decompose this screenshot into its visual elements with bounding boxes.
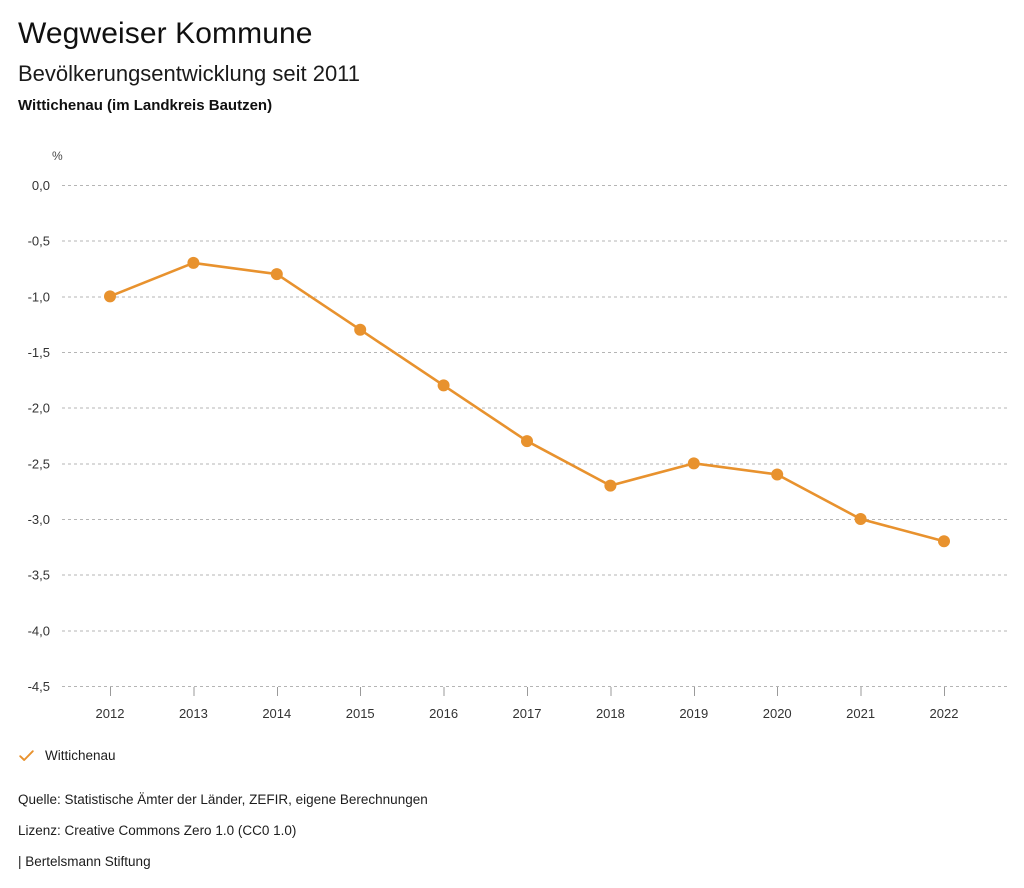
legend-item-label: Wittichenau <box>45 747 116 763</box>
x-axis-tick-label: 2017 <box>513 706 542 721</box>
footer-license: Lizenz: Creative Commons Zero 1.0 (CC0 1… <box>18 823 297 838</box>
page-title: Wegweiser Kommune <box>18 17 313 50</box>
y-axis-tick-label: 0,0 <box>32 178 50 193</box>
y-axis-tick-label: -1,5 <box>28 345 50 360</box>
x-axis-tick-label: 2020 <box>763 706 792 721</box>
chart-subtitle: Bevölkerungsentwicklung seit 2011 <box>18 61 361 86</box>
data-point[interactable] <box>521 435 533 448</box>
x-axis-tick-marks <box>110 687 945 696</box>
x-axis-tick-label: 2012 <box>96 706 125 721</box>
y-axis-tick-label: -0,5 <box>28 234 50 249</box>
data-point[interactable] <box>270 268 283 281</box>
chart-region-label: Wittichenau (im Landkreis Bautzen) <box>18 97 273 114</box>
chart-footer: Quelle: Statistische Ämter der Länder, Z… <box>18 784 978 877</box>
y-axis-tick-label: -2,0 <box>28 401 50 416</box>
x-axis-tick-label: 2021 <box>846 706 875 721</box>
data-point[interactable] <box>687 457 700 470</box>
data-series-layer <box>104 256 950 548</box>
y-axis-unit-label: % <box>52 149 63 163</box>
y-axis-tick-label: -3,5 <box>28 568 50 583</box>
y-axis-tick-label: -4,5 <box>28 679 50 694</box>
footer-source: Quelle: Statistische Ämter der Länder, Z… <box>18 792 428 807</box>
x-axis-tick-label: 2013 <box>179 706 208 721</box>
line-chart: 0,0-0,5-1,0-1,5-2,0-2,5-3,0-3,5-4,0-4,5 … <box>28 149 1010 721</box>
grid-layer <box>62 185 1010 687</box>
x-axis-tick-label: 2015 <box>346 706 375 721</box>
x-axis-tick-label: 2016 <box>429 706 458 721</box>
data-point[interactable] <box>604 479 617 492</box>
series-line-wittichenau <box>108 261 946 543</box>
x-axis-tick-label: 2014 <box>262 706 291 721</box>
y-axis-tick-label: -1,0 <box>28 289 50 304</box>
data-point[interactable] <box>187 256 200 269</box>
data-point[interactable] <box>854 513 867 525</box>
data-point[interactable] <box>104 290 116 303</box>
chart-container: 0,0 -0,5 -1,0 -1,5 -2,0 -2,5 -3,0 -3,5 -4,0 -4,5 … <box>28 149 1010 721</box>
y-axis-tick-label: -4,0 <box>28 623 50 638</box>
data-point[interactable] <box>938 535 950 548</box>
footer-publisher: | Bertelsmann Stiftung <box>18 854 151 869</box>
x-axis-tick-label: 2019 <box>679 706 708 721</box>
y-axis-tick-label: -2,5 <box>28 456 50 471</box>
data-point[interactable] <box>354 323 367 336</box>
y-axis-tick-label: -3,0 <box>28 512 50 527</box>
data-point[interactable] <box>771 468 784 481</box>
chart-legend[interactable]: Wittichenau <box>18 744 116 766</box>
x-axis-tick-labels: 2012 2013 2014 2015 2016 2017 2018 2019 2020 2021… <box>96 706 959 721</box>
y-axis-tick-labels: 0,0 -0,5 -1,0 -1,5 -2,0 -2,5 -3,0 -3,5 -4,0 -4,5 <box>28 178 50 694</box>
check-icon <box>18 747 35 764</box>
chart-header: Wegweiser Kommune Bevölkerungsentwicklun… <box>18 14 998 117</box>
x-axis-tick-label: 2018 <box>596 706 625 721</box>
data-point[interactable] <box>437 379 450 392</box>
x-axis-tick-label: 2022 <box>930 706 959 721</box>
